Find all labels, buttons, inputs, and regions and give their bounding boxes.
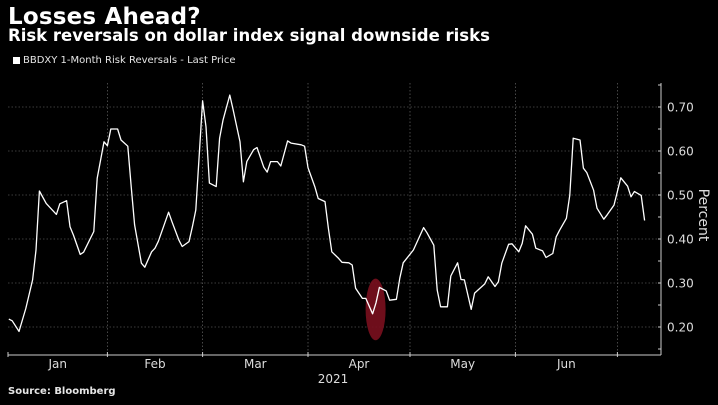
- y-tick-label: 0.60: [667, 145, 694, 159]
- y-tick-label: 0.40: [667, 233, 694, 247]
- x-tick-label: Jan: [47, 357, 67, 371]
- x-axis-label: 2021: [318, 372, 349, 386]
- x-tick-label: Feb: [144, 357, 165, 371]
- x-tick-label: Apr: [349, 357, 370, 371]
- source-note: Source: Bloomberg: [8, 386, 116, 397]
- chart-subtitle: Risk reversals on dollar index signal do…: [8, 26, 490, 45]
- y-tick-label: 0.20: [667, 321, 694, 335]
- legend: BBDXY 1-Month Risk Reversals - Last Pric…: [13, 55, 236, 66]
- legend-label: BBDXY 1-Month Risk Reversals - Last Pric…: [23, 55, 236, 66]
- highlight-ellipse: [365, 278, 386, 341]
- series-line-path: [8, 94, 646, 333]
- y-tick-label: 0.30: [667, 277, 694, 291]
- y-axis-label: Percent: [695, 189, 711, 242]
- legend-swatch: [13, 57, 20, 64]
- chart-title: Losses Ahead?: [8, 4, 201, 30]
- x-tick-label: Jun: [556, 357, 576, 371]
- x-tick-label: Mar: [244, 357, 267, 371]
- axes: 0.20 0.30 0.40 0.50 0.60 0.70 Jan Feb Mar Apr May J…: [7, 83, 694, 371]
- series-line: [8, 94, 646, 333]
- x-tick-label: May: [450, 357, 475, 371]
- grid: [8, 83, 661, 355]
- highlight-annotation: [365, 278, 386, 341]
- y-tick-label: 0.70: [667, 101, 694, 115]
- y-tick-label: 0.50: [667, 189, 694, 203]
